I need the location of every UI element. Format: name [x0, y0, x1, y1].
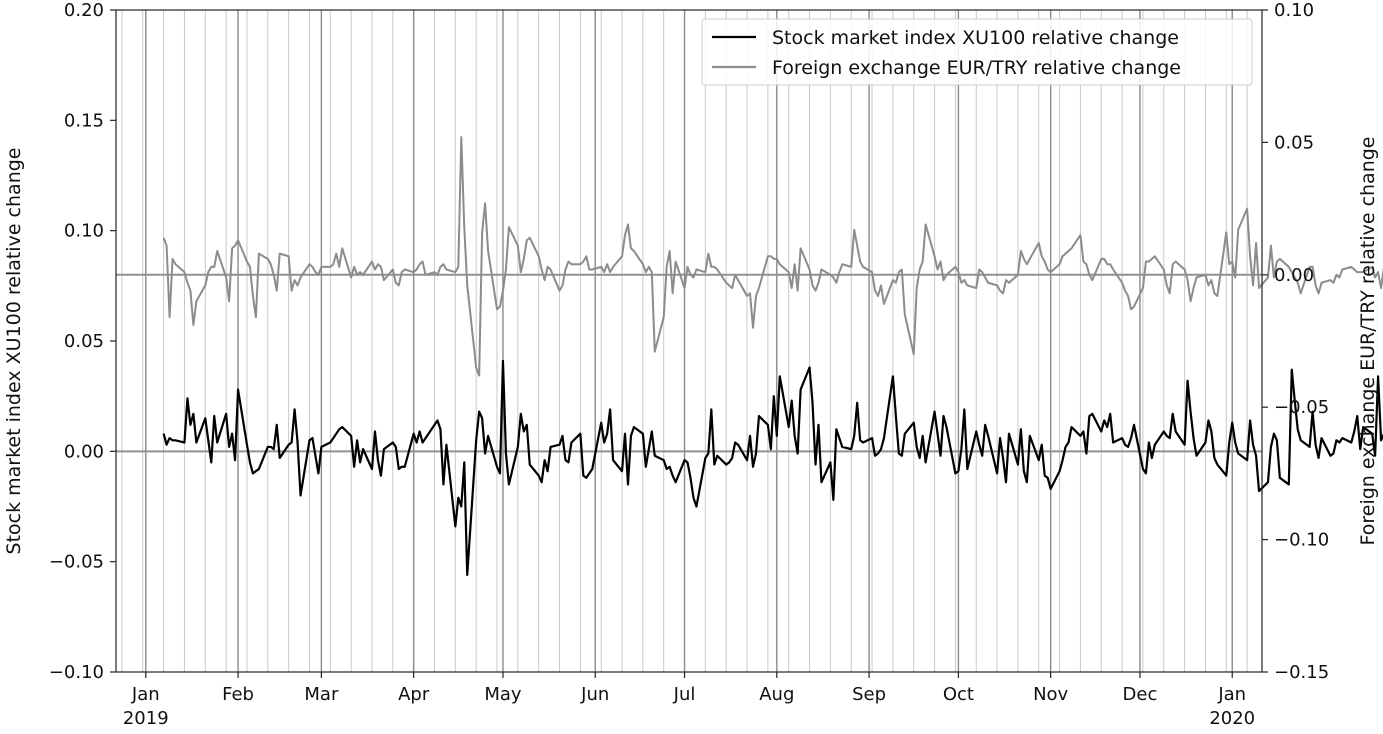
x-tick-label: Jul — [673, 684, 696, 705]
legend: Stock market index XU100 relative change… — [701, 18, 1253, 86]
x-tick-label: Oct — [943, 684, 974, 705]
zero-lines — [116, 273, 1262, 453]
x-tick-label: Apr — [398, 684, 430, 705]
y-right-tick-label: −0.10 — [1274, 530, 1329, 551]
x-tick-label: Mar — [304, 684, 339, 705]
y-right-tick-label: 0.00 — [1274, 265, 1314, 286]
grid-lines — [121, 10, 1248, 672]
y-axis-left: −0.10 −0.05 0.00 0.05 0.10 0.15 0.20 — [49, 0, 116, 683]
y-left-tick-label: −0.10 — [49, 662, 104, 683]
x-tick-label: Aug — [759, 684, 794, 705]
y-axis-right: −0.15 −0.10 −0.05 0.00 0.05 0.10 — [1262, 0, 1329, 683]
y-right-tick-label: 0.10 — [1274, 0, 1314, 21]
x-tick-year-label: 2020 — [1209, 708, 1255, 729]
legend-label-fx: Foreign exchange EUR/TRY relative change — [772, 57, 1181, 79]
x-tick-label: Nov — [1033, 684, 1068, 705]
x-tick-year-label: 2019 — [123, 708, 169, 729]
y-left-tick-label: 0.10 — [64, 221, 104, 242]
x-axis: Jan 2019 Feb Mar Apr May Jun Jul Aug Sep Oct Nov Dec… — [123, 672, 1255, 729]
y-left-tick-label: 0.15 — [64, 110, 104, 131]
legend-box — [701, 18, 1253, 86]
x-tick-label: Jan — [1217, 684, 1246, 705]
y-axis-right-title: Foreign exchange EUR/TRY relative change — [1357, 137, 1379, 546]
x-tick-label: May — [484, 684, 522, 705]
y-left-tick-label: −0.05 — [49, 552, 104, 573]
y-right-tick-label: −0.05 — [1274, 397, 1329, 418]
series-line-fx — [162, 136, 1383, 377]
x-tick-label: Feb — [222, 684, 254, 705]
x-tick-label: Dec — [1123, 684, 1158, 705]
y-right-tick-label: −0.15 — [1274, 662, 1329, 683]
x-tick-label: Jun — [580, 684, 609, 705]
plot-frame — [115, 9, 1263, 673]
y-left-tick-label: 0.05 — [64, 331, 104, 352]
y-left-tick-label: 0.20 — [64, 0, 104, 21]
y-right-tick-label: 0.05 — [1274, 132, 1314, 153]
series-layer — [162, 136, 1383, 577]
y-left-tick-label: 0.00 — [64, 441, 104, 462]
series-line-stock — [162, 359, 1383, 577]
legend-label-stock: Stock market index XU100 relative change — [772, 27, 1179, 49]
x-tick-label: Sep — [852, 684, 886, 705]
y-axis-left-title: Stock market index XU100 relative change — [3, 148, 25, 555]
x-tick-label: Jan — [131, 684, 160, 705]
